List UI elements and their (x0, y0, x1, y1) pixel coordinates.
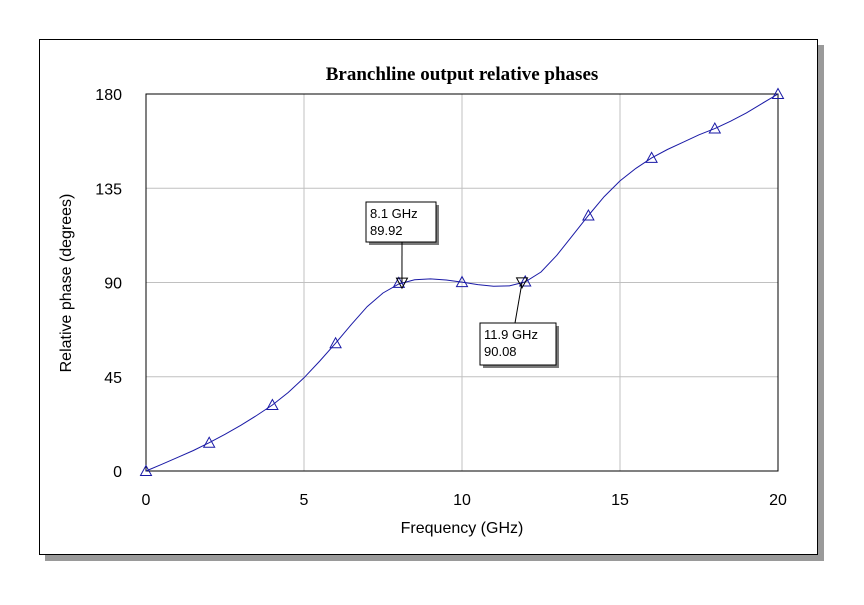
data-point-marker (266, 398, 279, 411)
data-point-marker (518, 274, 532, 287)
marker-box (479, 322, 557, 366)
data-point-marker (771, 87, 785, 99)
marker-symbol (395, 277, 409, 290)
chart-frame (39, 39, 818, 555)
marker-value-label: 90.08 (484, 344, 517, 359)
axis-ticks: 0 5 10 15 20 0 45 90 135 180 (95, 87, 787, 509)
x-axis-label: Frequency (GHz) (401, 520, 524, 537)
x-tick-label: 0 (142, 492, 151, 509)
x-tick-label: 10 (453, 492, 471, 509)
x-tick-label: 15 (611, 492, 629, 509)
marker-frequency-label: 8.1 GHz (370, 206, 418, 221)
plot-area-border (145, 93, 779, 472)
chart-title: Branchline output relative phases (326, 64, 599, 85)
data-point-marker (329, 336, 342, 349)
marker-frequency-label: 11.9 GHz (484, 327, 538, 342)
x-tick-label: 20 (769, 492, 787, 509)
data-point-marker (708, 122, 722, 134)
marker-value-label: 89.92 (370, 223, 403, 238)
annotation-layer: 8.1 GHz 89.92 11.9 GHz 90.08 (365, 201, 559, 368)
data-point-marker (202, 436, 216, 448)
marker-symbol (515, 277, 529, 289)
y-tick-label: 90 (104, 276, 122, 293)
series-line (145, 93, 779, 472)
marker-box (365, 201, 437, 243)
data-point-marker (139, 464, 153, 476)
marker-leader-line (514, 282, 523, 324)
y-tick-label: 180 (95, 87, 122, 104)
x-tick-label: 5 (300, 492, 309, 509)
y-tick-label: 135 (95, 181, 122, 198)
y-axis-label: Relative phase (degrees) (58, 194, 75, 373)
series-layer (139, 87, 785, 476)
y-tick-label: 0 (113, 464, 122, 481)
y-tick-label: 45 (104, 370, 122, 387)
data-point-marker (645, 151, 658, 163)
data-point-marker (582, 208, 595, 221)
data-point-marker (455, 275, 469, 288)
